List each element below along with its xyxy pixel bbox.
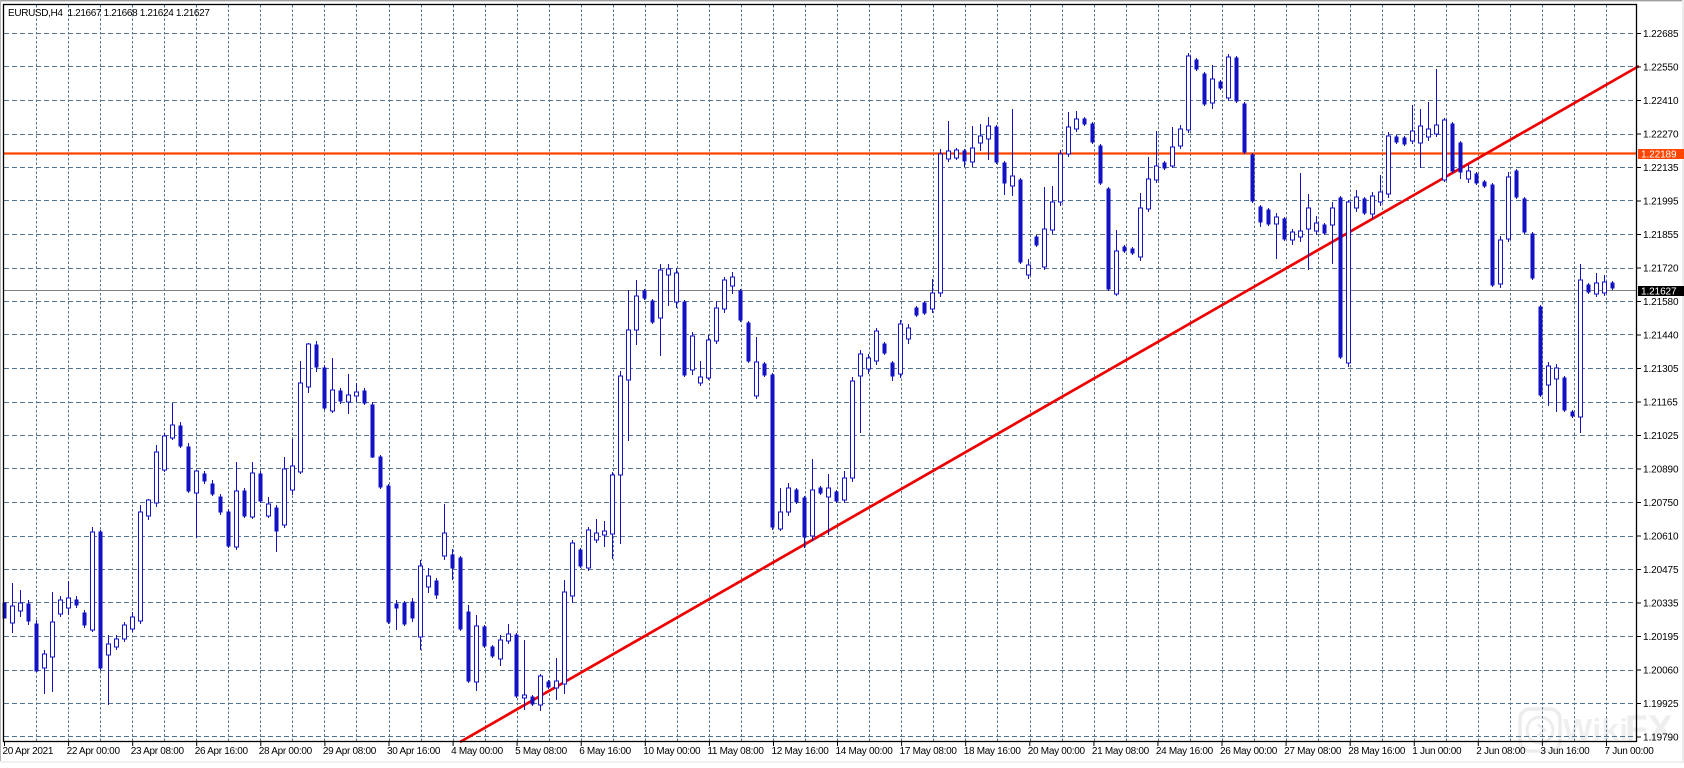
svg-text:1.19925: 1.19925 [1643,699,1679,710]
svg-text:1.19790: 1.19790 [1643,733,1679,744]
svg-text:20 Apr 2021: 20 Apr 2021 [3,746,54,757]
svg-text:1.21855: 1.21855 [1643,230,1679,241]
svg-text:21 May 08:00: 21 May 08:00 [1092,746,1150,757]
svg-text:3 Jun 16:00: 3 Jun 16:00 [1540,746,1590,757]
svg-text:1.22550: 1.22550 [1643,63,1679,74]
svg-text:1.20195: 1.20195 [1643,632,1679,643]
svg-text:1.21165: 1.21165 [1643,398,1678,409]
svg-text:12 May 16:00: 12 May 16:00 [772,746,830,757]
svg-text:1.21440: 1.21440 [1643,331,1679,342]
svg-text:27 May 08:00: 27 May 08:00 [1284,746,1342,757]
svg-text:1.21995: 1.21995 [1643,197,1679,208]
svg-text:20 May 00:00: 20 May 00:00 [1028,746,1086,757]
svg-text:4 May 00:00: 4 May 00:00 [451,746,503,757]
svg-text:18 May 16:00: 18 May 16:00 [964,746,1022,757]
svg-text:FX: FX [1625,708,1673,749]
svg-text:1.21025: 1.21025 [1643,431,1679,442]
svg-text:1.22410: 1.22410 [1643,96,1679,107]
svg-text:2 Jun 08:00: 2 Jun 08:00 [1476,746,1526,757]
svg-text:7 Jun 00:00: 7 Jun 00:00 [1605,746,1655,757]
svg-text:1.22189: 1.22189 [1641,150,1677,161]
svg-text:30 Apr 16:00: 30 Apr 16:00 [387,746,441,757]
svg-text:1.21580: 1.21580 [1643,297,1679,308]
svg-text:28 Apr 00:00: 28 Apr 00:00 [259,746,313,757]
svg-text:17 May 08:00: 17 May 08:00 [900,746,958,757]
svg-text:1.22685: 1.22685 [1643,29,1679,40]
svg-text:14 May 00:00: 14 May 00:00 [836,746,894,757]
svg-text:5 May 08:00: 5 May 08:00 [515,746,567,757]
svg-text:22 Apr 00:00: 22 Apr 00:00 [67,746,121,757]
svg-text:1.20750: 1.20750 [1643,498,1679,509]
svg-text:24 May 16:00: 24 May 16:00 [1156,746,1214,757]
svg-text:1.20335: 1.20335 [1643,599,1679,610]
svg-text:29 Apr 08:00: 29 Apr 08:00 [323,746,377,757]
svg-text:6 May 16:00: 6 May 16:00 [579,746,631,757]
svg-text:1.21627: 1.21627 [1641,287,1677,298]
svg-text:1.22270: 1.22270 [1643,130,1679,141]
svg-text:1.21305: 1.21305 [1643,364,1679,375]
svg-text:1.22135: 1.22135 [1643,163,1679,174]
svg-text:28 May 16:00: 28 May 16:00 [1348,746,1406,757]
svg-text:1 Jun 00:00: 1 Jun 00:00 [1412,746,1462,757]
svg-text:1.20475: 1.20475 [1643,565,1679,576]
svg-text:1.21720: 1.21720 [1643,264,1679,275]
svg-text:23 Apr 08:00: 23 Apr 08:00 [131,746,185,757]
svg-text:EURUSD,H4 1.21667 1.21668 1.2: EURUSD,H4 1.21667 1.21668 1.21624 1.2162… [8,8,210,19]
svg-text:1.20890: 1.20890 [1643,465,1679,476]
svg-text:11 May 08:00: 11 May 08:00 [707,746,764,757]
svg-text:10 May 00:00: 10 May 00:00 [643,746,701,757]
svg-text:1.20060: 1.20060 [1643,666,1679,677]
svg-text:1.20610: 1.20610 [1643,532,1679,543]
svg-text:26 Apr 16:00: 26 Apr 16:00 [195,746,249,757]
svg-text:26 May 00:00: 26 May 00:00 [1220,746,1278,757]
